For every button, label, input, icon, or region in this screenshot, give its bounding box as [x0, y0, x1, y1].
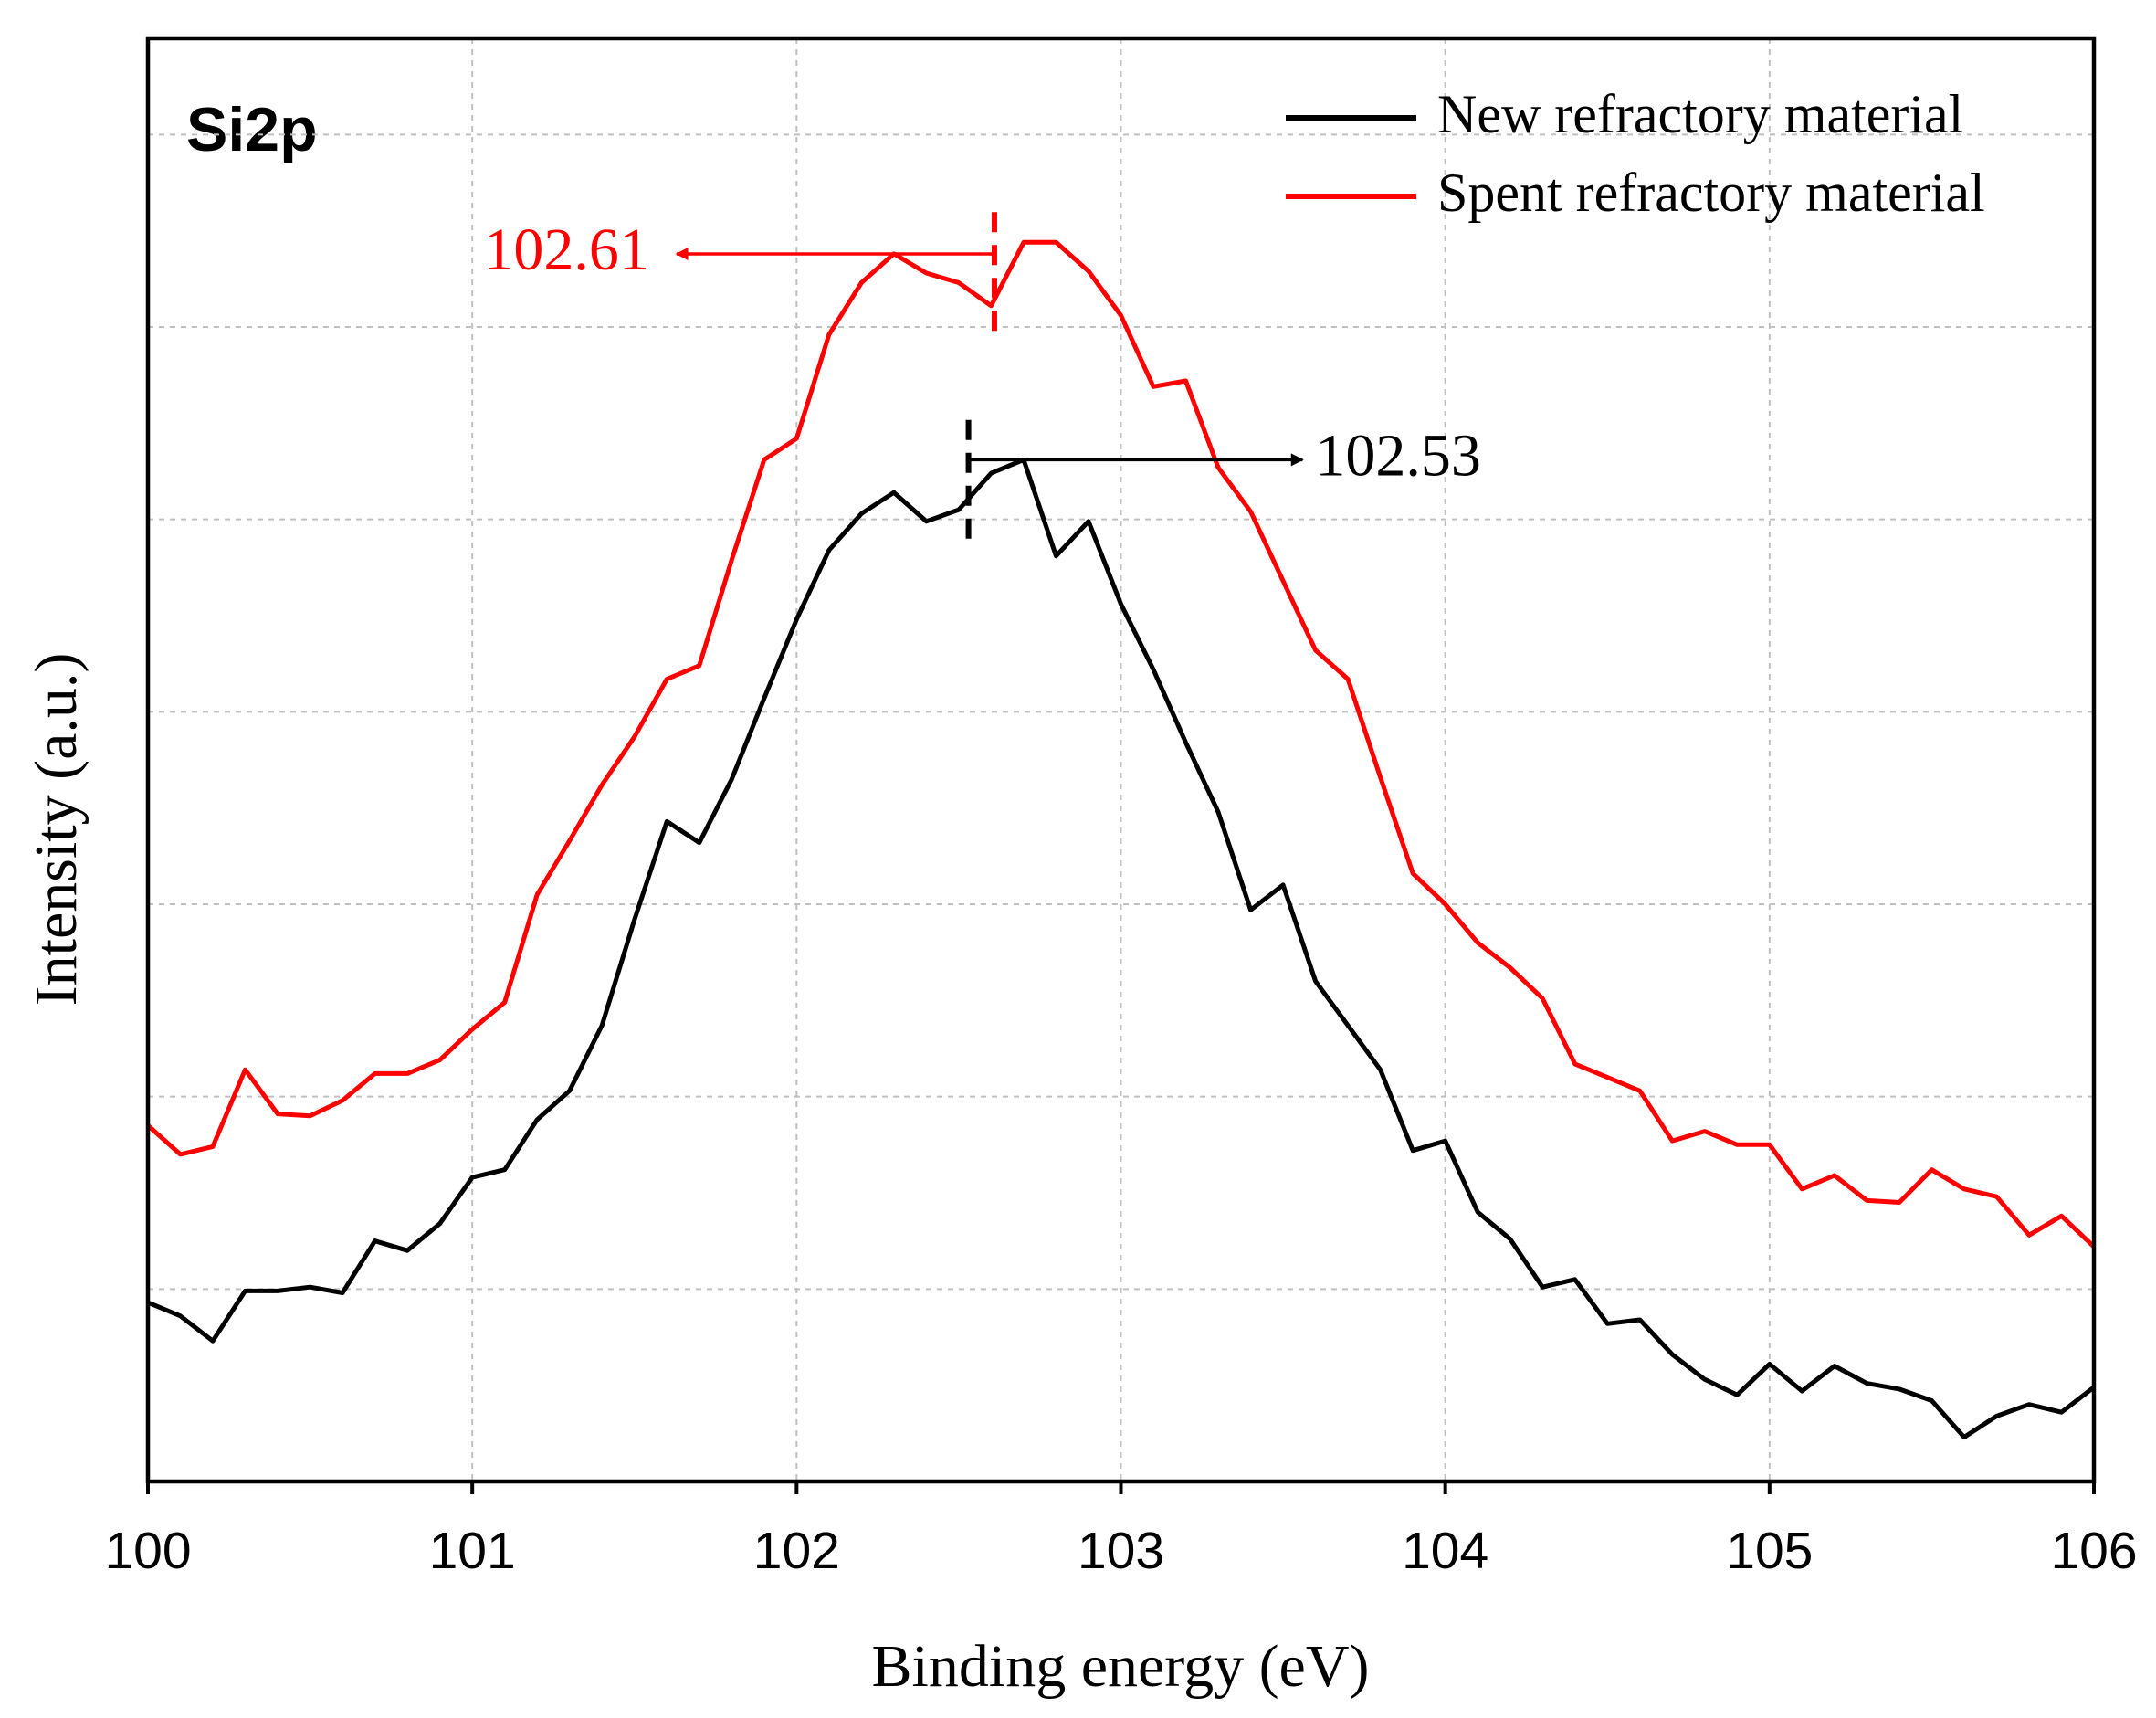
x-tick-label: 105 — [1726, 1522, 1813, 1580]
x-tick-label: 106 — [2050, 1522, 2137, 1580]
plot-frame — [145, 36, 2097, 1484]
annotation-label: 102.53 — [1315, 423, 1481, 490]
x-tick-label: 102 — [753, 1522, 840, 1580]
x-tick-label: 103 — [1078, 1522, 1164, 1580]
x-tick-label: 104 — [1402, 1522, 1488, 1580]
data-line — [147, 457, 2096, 1439]
annotation-label: 102.61 — [483, 216, 649, 283]
x-tick-label: 101 — [429, 1522, 516, 1580]
x-axis-label: Binding energy (eV) — [872, 1633, 1370, 1700]
legend-label: New refractory material — [1437, 84, 1963, 144]
data-line — [146, 239, 2096, 1249]
y-axis-label: Intensity (a.u.) — [23, 653, 89, 1007]
legend-label: Spent refractory material — [1437, 163, 1985, 223]
x-tick-label: 100 — [104, 1522, 191, 1580]
panel-label: Si2p — [186, 95, 318, 164]
